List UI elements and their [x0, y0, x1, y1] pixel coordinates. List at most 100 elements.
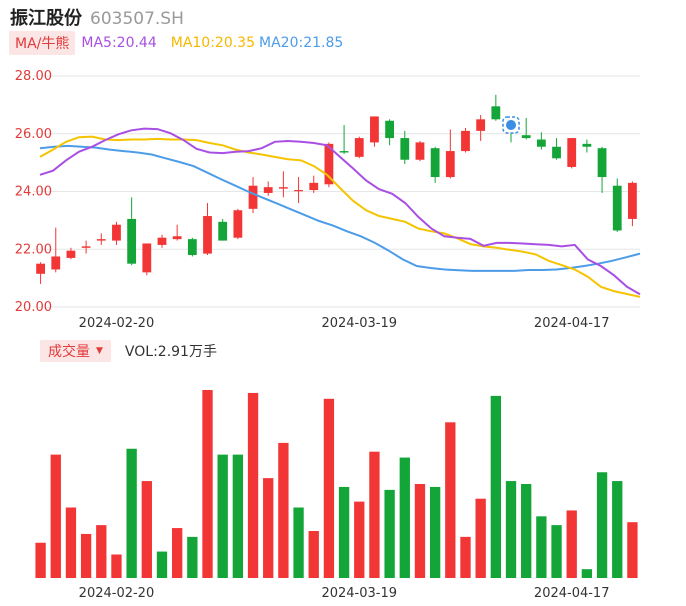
ma-indicator-selector[interactable]: MA/牛熊 [9, 31, 76, 55]
volume-bar [338, 486, 350, 578]
candle-body [36, 263, 45, 274]
volume-bar [172, 528, 183, 578]
candle-body [536, 139, 546, 147]
ma-legend: MA/牛熊 MA5:20.44 MA10:20.35 MA20:21.85 [9, 31, 343, 55]
volume-value: VOL:2.91万手 [124, 344, 217, 360]
candlestick [218, 218, 228, 241]
candlestick [324, 142, 334, 188]
volume-bar [354, 501, 365, 578]
volume-bar [521, 484, 532, 578]
candle-body [112, 224, 121, 241]
candle-body [157, 237, 167, 245]
volume-bar [293, 507, 304, 578]
candlestick [157, 234, 167, 248]
volume-bar [308, 531, 319, 578]
volume-bar [399, 457, 410, 578]
candlestick [400, 130, 410, 165]
candlestick [461, 127, 470, 153]
candle-body [81, 246, 91, 248]
candle-body [354, 138, 364, 157]
price-tick-label: 24.00 [15, 185, 52, 200]
candle-body [339, 151, 349, 153]
volume-bar [35, 542, 46, 578]
candle-body [233, 210, 243, 238]
candlestick [415, 140, 425, 162]
date-tick-label: 2024-03-19 [321, 316, 397, 331]
ma5-value: MA5:20.44 [81, 35, 157, 51]
candle-body [263, 187, 273, 193]
volume-bar [505, 481, 517, 578]
candlestick [628, 181, 637, 227]
candle-body [172, 236, 182, 240]
volume-bar [278, 442, 289, 578]
candle-body [430, 148, 440, 178]
candlestick [112, 221, 121, 245]
candlestick [385, 119, 395, 146]
stock-header: 振江股份 603507.SH [10, 4, 184, 29]
volume-legend: 成交量 ▼ VOL:2.91万手 [40, 340, 217, 362]
ma20-line [39, 144, 641, 272]
candlestick [339, 125, 349, 154]
candle-body [552, 146, 561, 159]
candlestick [187, 237, 197, 257]
candle-body [96, 239, 106, 241]
ma20-value: MA20:21.85 [259, 35, 344, 51]
candlestick [81, 240, 91, 254]
volume-bar [627, 522, 638, 578]
volume-bar [369, 451, 380, 578]
candlestick [51, 227, 61, 273]
candlestick [536, 132, 546, 150]
volume-date-tick-label: 2024-04-17 [534, 586, 610, 601]
volume-indicator-selector[interactable]: 成交量 ▼ [40, 340, 111, 362]
candlestick [263, 181, 273, 196]
volume-bar [247, 392, 259, 578]
candle-body [248, 185, 258, 209]
ma10-line [39, 135, 641, 298]
candle-body [582, 143, 592, 147]
candle-body [461, 130, 470, 152]
candle-body [415, 142, 425, 160]
volume-bar [217, 454, 228, 578]
candle-body [628, 182, 637, 219]
volume-bar [156, 551, 168, 578]
candlestick [521, 117, 531, 140]
candlestick [612, 178, 622, 232]
price-tick-label: 22.00 [15, 242, 52, 257]
candle-body [324, 143, 334, 185]
volume-bar [187, 536, 198, 578]
candlestick [582, 139, 592, 153]
volume-bar [80, 533, 92, 578]
candlestick [203, 203, 212, 256]
candlestick [66, 247, 76, 260]
candle-body [187, 239, 197, 256]
candlestick [233, 208, 243, 240]
volume-bar [141, 481, 152, 578]
candle-body [51, 256, 61, 270]
volume-bar [384, 489, 395, 578]
volume-bar [581, 569, 593, 578]
volume-bar [232, 454, 244, 578]
volume-bar [50, 454, 61, 578]
candle-body [278, 187, 288, 189]
candle-body [597, 148, 607, 178]
volume-bar [126, 448, 137, 578]
candlestick [248, 177, 258, 214]
candlestick [430, 146, 440, 183]
candlestick [142, 243, 152, 276]
candle-body [294, 190, 303, 192]
volume-bar [65, 507, 77, 578]
candle-body [521, 135, 531, 139]
price-tick-label: 28.00 [15, 69, 52, 84]
candle-body [66, 250, 76, 258]
price-tick-label: 20.00 [15, 300, 52, 315]
volume-bar [612, 481, 623, 578]
candle-body [567, 138, 577, 167]
volume-bar [429, 486, 441, 578]
volume-date-tick-label: 2024-02-20 [79, 586, 155, 601]
marker-dot [506, 120, 517, 130]
price-chart[interactable]: 28.00 26.00 24.00 22.00 20.00 2024-02-20 2024-… [0, 0, 686, 340]
price-tick-label: 26.00 [15, 127, 52, 142]
volume-bar [460, 536, 471, 578]
volume-bar [566, 510, 577, 578]
